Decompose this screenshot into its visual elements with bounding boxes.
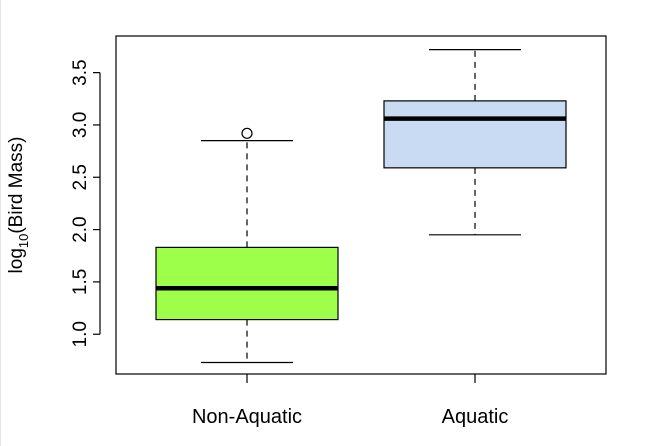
box-series xyxy=(155,49,567,364)
box-iqr xyxy=(155,246,339,321)
y-tick-label: 1.5 xyxy=(70,269,91,295)
x-axis: Non-Aquatic Aquatic xyxy=(192,374,508,428)
y-tick-label: 3.0 xyxy=(70,112,91,138)
box-iqr xyxy=(383,100,567,169)
y-axis-title-suffix: (Bird Mass) xyxy=(6,137,27,234)
x-category-label: Non-Aquatic xyxy=(192,406,302,428)
plot-frame xyxy=(115,35,607,375)
outlier-point xyxy=(241,127,253,139)
x-category-label: Aquatic xyxy=(442,406,509,428)
y-tick-label: 1.0 xyxy=(70,321,91,347)
y-axis-title-subscript: 10 xyxy=(16,234,31,248)
left-edge-line xyxy=(0,0,1,446)
y-tick-label: 2.0 xyxy=(70,216,91,242)
y-axis: 1.0 1.5 2.0 2.5 3.0 3.5 xyxy=(70,59,101,347)
y-tick-label: 2.5 xyxy=(70,164,91,190)
y-axis-title: log10(Bird Mass) xyxy=(6,137,31,274)
y-axis-title-prefix: log xyxy=(6,248,27,273)
y-tick-label: 3.5 xyxy=(70,59,91,85)
